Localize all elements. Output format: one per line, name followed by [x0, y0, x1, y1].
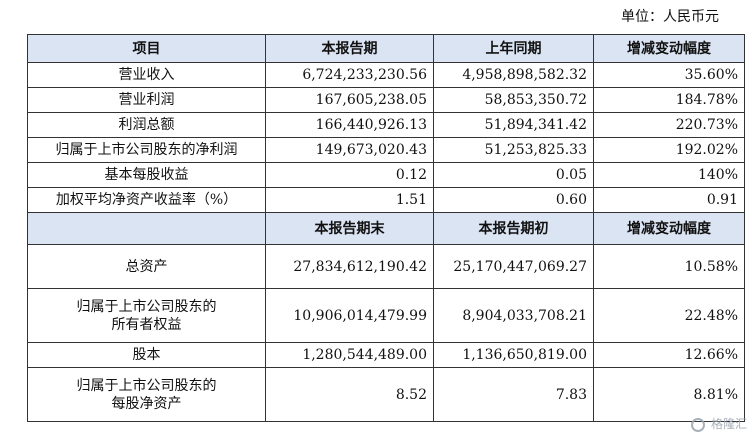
current-value: 166,440,926.13: [265, 112, 434, 138]
table-header-row: 项目 本报告期 上年同期 增减变动幅度: [27, 34, 745, 63]
current-value: 0.12: [265, 162, 434, 188]
table-row: 基本每股收益 0.12 0.05 140%: [27, 162, 745, 188]
header-cell: 本报告期: [265, 34, 434, 63]
change-value: 184.78%: [593, 87, 745, 113]
current-value: 6,724,233,230.56: [265, 62, 434, 88]
row-label-line: 归属于上市公司股东的: [76, 377, 217, 394]
previous-value: 7.83: [433, 367, 594, 422]
row-label: 加权平均净资产收益率（%）: [27, 187, 266, 213]
row-label: 总资产: [27, 244, 266, 289]
change-value: 35.60%: [593, 62, 745, 88]
unit-label: 单位：人民币元: [621, 9, 719, 25]
previous-value: 25,170,447,069.27: [433, 244, 594, 289]
table-row: 总资产 27,834,612,190.42 25,170,447,069.27 …: [27, 244, 745, 289]
current-value: 10,906,014,479.99: [265, 288, 434, 343]
change-value: 12.66%: [593, 342, 745, 368]
row-label: 营业收入: [27, 62, 266, 88]
header-cell: 上年同期: [433, 34, 594, 63]
previous-value: 4,958,898,582.32: [433, 62, 594, 88]
financial-summary-table: 项目 本报告期 上年同期 增减变动幅度 营业收入 6,724,233,230.5…: [27, 34, 745, 422]
row-label-line: 归属于上市公司股东的: [76, 298, 217, 315]
current-value: 167,605,238.05: [265, 87, 434, 113]
row-label: 利润总额: [27, 112, 266, 138]
change-value: 22.48%: [593, 288, 745, 343]
previous-value: 8,904,033,708.21: [433, 288, 594, 343]
current-value: 149,673,020.43: [265, 137, 434, 163]
table-row: 加权平均净资产收益率（%） 1.51 0.60 0.91: [27, 187, 745, 213]
current-value: 1,280,544,489.00: [265, 342, 434, 368]
table-row: 归属于上市公司股东的 所有者权益 10,906,014,479.99 8,904…: [27, 288, 745, 343]
row-label: 营业利润: [27, 87, 266, 113]
row-label: 基本每股收益: [27, 162, 266, 188]
previous-value: 1,136,650,819.00: [433, 342, 594, 368]
previous-value: 0.60: [433, 187, 594, 213]
row-label-line: 每股净资产: [111, 395, 182, 412]
change-value: 192.02%: [593, 137, 745, 163]
current-value: 1.51: [265, 187, 434, 213]
row-label: 归属于上市公司股东的净利润: [27, 137, 266, 163]
row-label: 股本: [27, 342, 266, 368]
header-cell: 本报告期末: [265, 212, 434, 245]
previous-value: 51,253,825.33: [433, 137, 594, 163]
change-value: 10.58%: [593, 244, 745, 289]
header-cell: 增减变动幅度: [593, 34, 745, 63]
header-cell: [27, 212, 266, 245]
table-row: 归属于上市公司股东的净利润 149,673,020.43 51,253,825.…: [27, 137, 745, 163]
table-row: 营业收入 6,724,233,230.56 4,958,898,582.32 3…: [27, 62, 745, 88]
current-value: 8.52: [265, 367, 434, 422]
table-row: 股本 1,280,544,489.00 1,136,650,819.00 12.…: [27, 342, 745, 368]
change-value: 0.91: [593, 187, 745, 213]
header-cell: 增减变动幅度: [593, 212, 745, 245]
previous-value: 0.05: [433, 162, 594, 188]
current-value: 27,834,612,190.42: [265, 244, 434, 289]
row-label: 归属于上市公司股东的 每股净资产: [27, 367, 266, 422]
change-value: 220.73%: [593, 112, 745, 138]
header-cell: 项目: [27, 34, 266, 63]
table-row: 利润总额 166,440,926.13 51,894,341.42 220.73…: [27, 112, 745, 138]
watermark-logo-icon: [691, 417, 706, 432]
change-value: 8.81%: [593, 367, 745, 422]
table-row: 归属于上市公司股东的 每股净资产 8.52 7.83 8.81%: [27, 367, 745, 422]
previous-value: 51,894,341.42: [433, 112, 594, 138]
table-header-row: 本报告期末 本报告期初 增减变动幅度: [27, 212, 745, 245]
row-label: 归属于上市公司股东的 所有者权益: [27, 288, 266, 343]
watermark-text: 格隆汇: [710, 417, 747, 431]
row-label-line: 所有者权益: [111, 316, 182, 333]
watermark: 格隆汇: [691, 415, 747, 432]
change-value: 140%: [593, 162, 745, 188]
table-row: 营业利润 167,605,238.05 58,853,350.72 184.78…: [27, 87, 745, 113]
previous-value: 58,853,350.72: [433, 87, 594, 113]
header-cell: 本报告期初: [433, 212, 594, 245]
